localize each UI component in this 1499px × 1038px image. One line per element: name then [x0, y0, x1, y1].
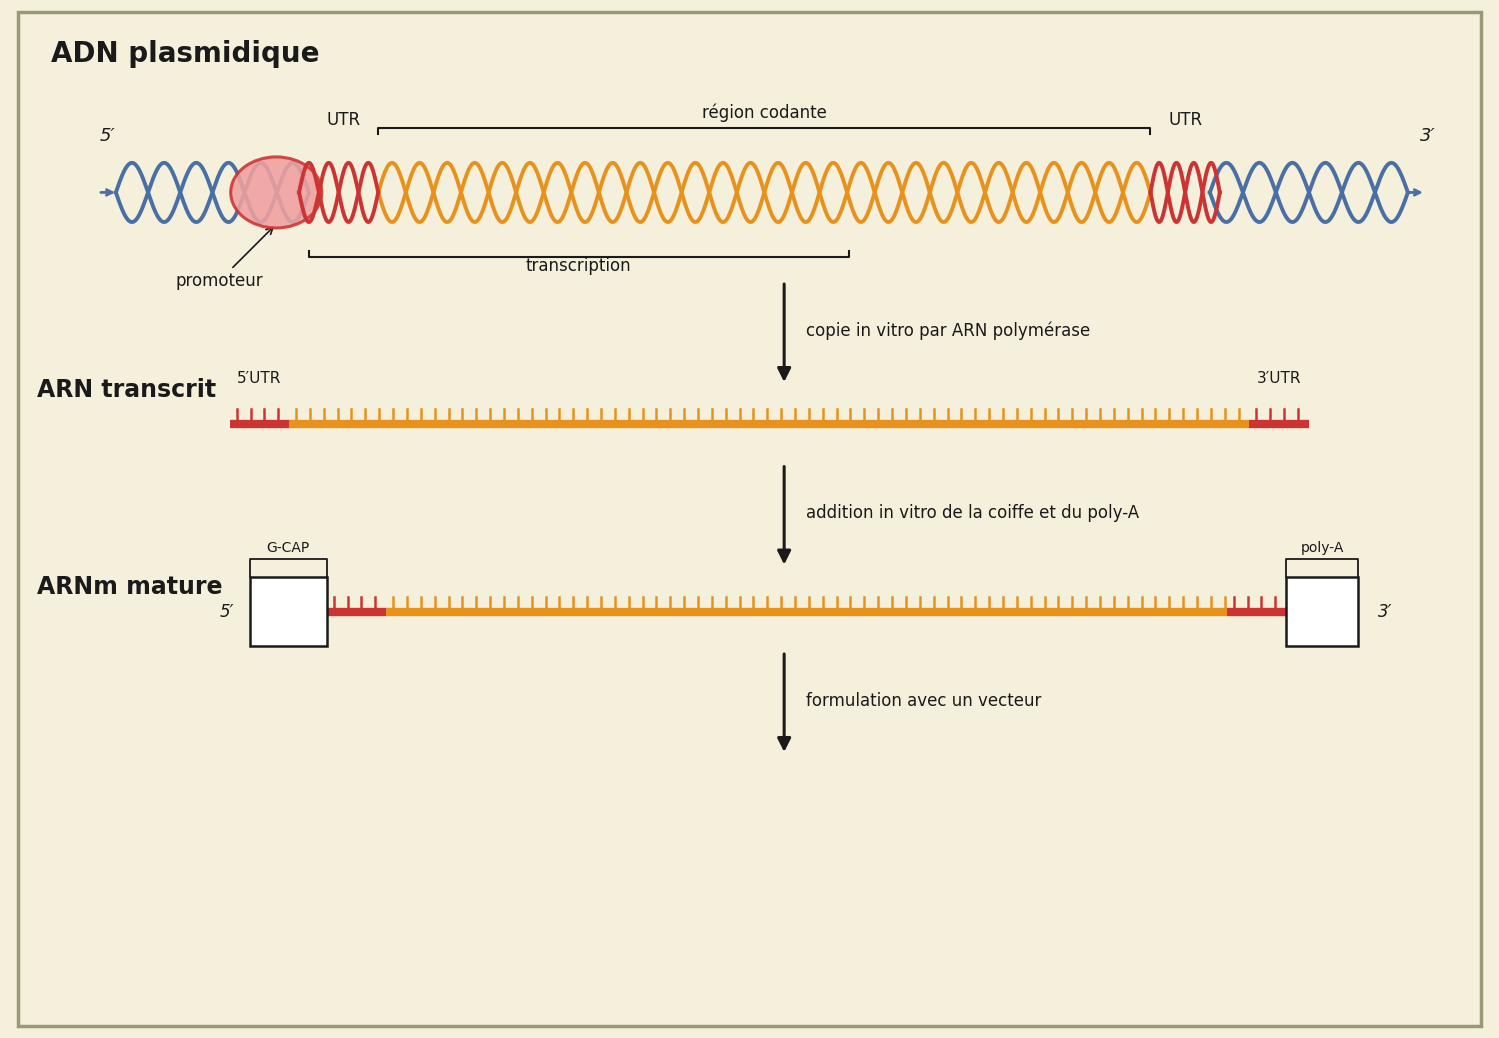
FancyBboxPatch shape [1286, 577, 1358, 647]
Text: 5′: 5′ [219, 603, 234, 621]
Text: 3′: 3′ [1378, 603, 1393, 621]
Text: 5′: 5′ [100, 127, 115, 145]
Text: UTR: UTR [1168, 111, 1202, 130]
Text: ARN transcrit: ARN transcrit [36, 378, 216, 402]
Text: ARNm mature: ARNm mature [36, 575, 222, 599]
Text: copie in vitro par ARN polymérase: copie in vitro par ARN polymérase [806, 322, 1090, 339]
Text: 3′UTR: 3′UTR [1258, 371, 1301, 386]
Text: addition in vitro de la coiffe et du poly-A: addition in vitro de la coiffe et du pol… [806, 504, 1139, 522]
Text: poly-A: poly-A [1301, 541, 1345, 554]
Text: UTR: UTR [327, 111, 361, 130]
Text: 3′: 3′ [1420, 127, 1436, 145]
Text: formulation avec un vecteur: formulation avec un vecteur [806, 691, 1042, 710]
Text: 5′UTR: 5′UTR [237, 371, 282, 386]
Ellipse shape [231, 157, 322, 228]
FancyBboxPatch shape [249, 577, 327, 647]
Text: région codante: région codante [702, 104, 827, 122]
Text: promoteur: promoteur [175, 227, 273, 291]
Text: ADN plasmidique: ADN plasmidique [51, 39, 319, 67]
Text: transcription: transcription [526, 257, 631, 275]
Text: G-CAP: G-CAP [267, 541, 310, 554]
